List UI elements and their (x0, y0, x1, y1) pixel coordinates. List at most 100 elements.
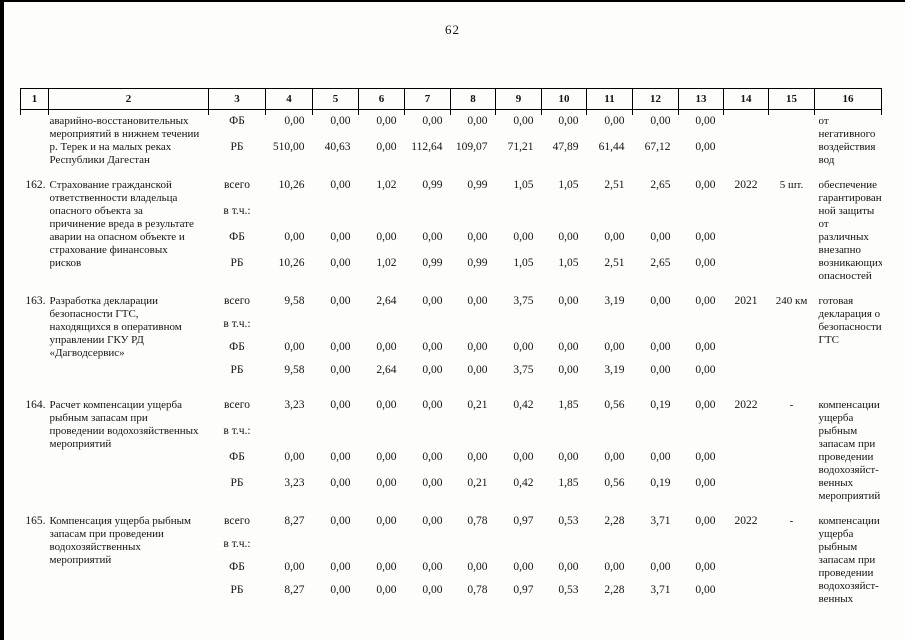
value-cell: 2,65 (650, 256, 671, 269)
value-cell: 0,00 (650, 363, 671, 376)
grid-tick (265, 109, 313, 115)
grid-tick (20, 109, 49, 115)
value-cell: 61,44 (598, 140, 625, 153)
table-row: 165. Компенсация ущерба рыбным запасам пр… (21, 514, 882, 605)
value-cell: 0,00 (650, 114, 671, 127)
value-cell: 0,78 (467, 514, 488, 527)
value-cell: 0,00 (330, 398, 351, 411)
value-cell: 0,00 (513, 230, 534, 243)
funding-source-label: РБ (230, 363, 244, 376)
column-number: 10 (541, 88, 587, 110)
value-cell: 3,19 (604, 294, 625, 307)
funding-source-label: ФБ (229, 114, 245, 127)
value-cell: 0,00 (695, 476, 716, 489)
value-cell: 1,02 (376, 178, 397, 191)
table-row: в т.ч.: (21, 318, 882, 341)
value-cell: 40,63 (324, 140, 351, 153)
value-cell: 3,23 (284, 398, 305, 411)
value-cell: 0,00 (330, 114, 351, 127)
value-cell (359, 318, 405, 341)
value-cell: 0,00 (467, 340, 488, 353)
row-number (21, 115, 49, 167)
value-cell (451, 205, 496, 231)
value-cell: 0,42 (513, 398, 534, 411)
column-number: 7 (404, 88, 451, 110)
column-number: 13 (678, 88, 724, 110)
value-cell (405, 538, 451, 561)
table-row: в т.ч.: (21, 425, 882, 451)
table-row: ФБ 0,00 0,00 0,00 0,00 0,00 0,00 0,00 0,00 0,00 0,… (21, 341, 882, 364)
value-cell: 0,00 (422, 230, 443, 243)
value-cell: 0,00 (330, 230, 351, 243)
value-cell: 0,00 (513, 340, 534, 353)
row-number: 163. (25, 294, 46, 307)
value-cell (266, 318, 313, 341)
expected-result-cell: обеспечение гарантирован-ной защиты от р… (818, 178, 882, 282)
value-cell: 0,00 (695, 398, 716, 411)
value-cell (587, 538, 633, 561)
value-cell: 0,00 (422, 294, 443, 307)
value-cell: 0,00 (422, 583, 443, 596)
value-cell: 0,42 (513, 476, 534, 489)
value-cell: 47,89 (552, 140, 579, 153)
value-cell: 0,00 (284, 560, 305, 573)
table-row: в т.ч.: (21, 538, 882, 561)
grid-tick (814, 109, 882, 115)
value-cell: 0,00 (422, 514, 443, 527)
value-cell: 2,28 (604, 583, 625, 596)
value-cell: 0,00 (650, 560, 671, 573)
column-number: 1 (20, 88, 49, 110)
value-cell: 0,00 (330, 340, 351, 353)
value-cell: 0,00 (376, 230, 397, 243)
value-cell: 0,00 (330, 178, 351, 191)
value-cell: 2,64 (376, 294, 397, 307)
value-cell: 0,00 (330, 363, 351, 376)
value-cell: 0,99 (422, 256, 443, 269)
grid-tick (768, 109, 815, 115)
value-cell (313, 538, 359, 561)
funding-source-label: РБ (230, 140, 244, 153)
quantity-cell (769, 115, 815, 167)
scan-edge-top (0, 0, 905, 2)
value-cell (313, 205, 359, 231)
value-cell (359, 538, 405, 561)
value-cell (587, 205, 633, 231)
value-cell: 2,64 (376, 363, 397, 376)
value-cell: 0,99 (422, 178, 443, 191)
funding-source-label: РБ (230, 476, 244, 489)
grid-tick (632, 109, 679, 115)
value-cell: 0,00 (604, 560, 625, 573)
value-cell (633, 538, 679, 561)
column-number: 14 (723, 88, 769, 110)
value-cell: 0,00 (284, 340, 305, 353)
quantity-cell: - (789, 514, 794, 527)
row-spacer (21, 503, 882, 515)
value-cell: 0,00 (376, 450, 397, 463)
value-cell: 0,00 (284, 114, 305, 127)
quantity-cell: 240 км (775, 294, 808, 307)
value-cell: 0,00 (467, 450, 488, 463)
value-cell: 0,99 (467, 178, 488, 191)
value-cell: 9,58 (284, 363, 305, 376)
expected-result-cell: компенсации ущерба рыбным запасам при пр… (818, 398, 881, 502)
value-cell: 0,00 (513, 560, 534, 573)
value-cell (542, 538, 587, 561)
value-cell: 0,00 (695, 514, 716, 527)
value-cell: 0,00 (695, 256, 716, 269)
value-cell: 3,71 (650, 514, 671, 527)
value-cell: 1,85 (558, 476, 579, 489)
value-cell (266, 538, 313, 561)
column-number-row: 1 2 3 4 5 6 7 8 9 10 11 12 13 14 15 16 (20, 88, 882, 110)
value-cell (266, 205, 313, 231)
value-cell: 109,07 (455, 140, 488, 153)
value-cell: 3,19 (604, 363, 625, 376)
value-cell (313, 318, 359, 341)
year-cell: 2022 (734, 514, 758, 527)
value-cell: 0,99 (467, 256, 488, 269)
column-number: 12 (632, 88, 679, 110)
table-row: аварийно-восстановительных мероприятий в… (21, 114, 882, 166)
value-cell: 0,00 (376, 476, 397, 489)
value-cell: 1,02 (376, 256, 397, 269)
value-cell (633, 205, 679, 231)
value-cell (587, 318, 633, 341)
